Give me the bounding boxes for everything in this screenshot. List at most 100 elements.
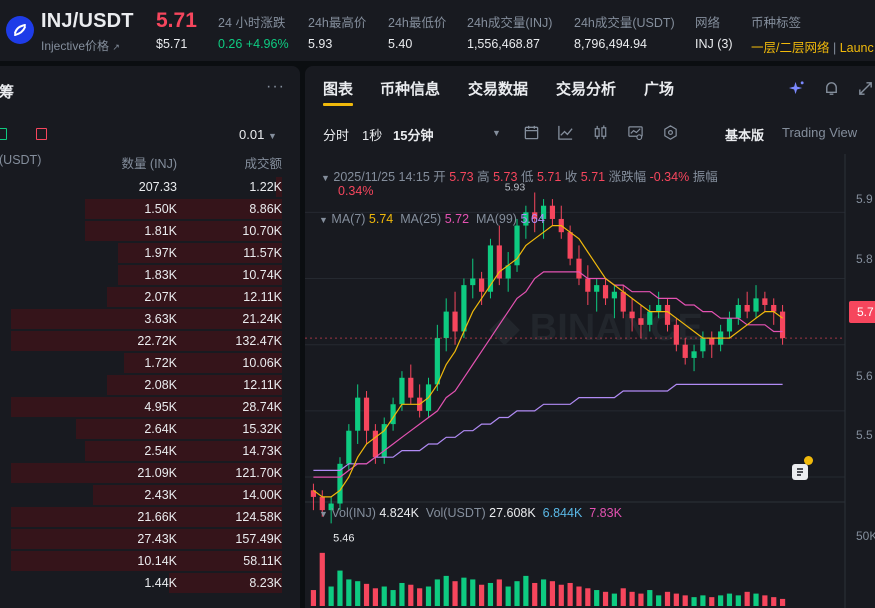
ask-row[interactable]: 1.97K 11.57K [0, 242, 300, 264]
candle-body [691, 351, 697, 358]
ask-row[interactable]: 2.43K 14.00K [0, 484, 300, 506]
ma-caret-icon: ▼ [319, 215, 328, 225]
volume-bar [700, 595, 706, 606]
candlestick-chart[interactable]: ◆ BINANCE 5.93 5.46 [305, 154, 875, 608]
notes-icon[interactable] [792, 464, 808, 480]
more-dots-icon[interactable]: ··· [266, 78, 285, 95]
depth-bar [276, 177, 282, 197]
ask-qty: 2.43K [144, 488, 177, 502]
tag-layer[interactable]: 一层/二层网络 [751, 41, 830, 55]
hexagon-settings-icon[interactable] [662, 124, 679, 141]
ask-row[interactable]: 1.83K 10.74K [0, 264, 300, 286]
y-tick-4: 5.5 [856, 428, 873, 442]
ask-row[interactable]: 10.14K 58.11K [0, 550, 300, 572]
tag-launchpool[interactable]: Launc [839, 41, 874, 55]
volume-bar [629, 591, 635, 606]
volume-bar [762, 595, 768, 606]
ask-row[interactable]: 207.33 1.22K [0, 176, 300, 198]
ma7-value: 5.74 [368, 212, 394, 226]
candle-body [700, 338, 706, 352]
vol-caret-icon: ▼ [319, 509, 328, 519]
ask-row[interactable]: 2.08K 12.11K [0, 374, 300, 396]
view-tradingview[interactable]: Trading View [782, 125, 858, 140]
candle-body [461, 285, 467, 332]
candle-body [532, 212, 538, 219]
stat-change-value: 0.26 +4.96% [218, 37, 289, 51]
volume-bar [682, 595, 688, 606]
stat-network-value[interactable]: INJ (3) [695, 37, 733, 51]
calendar-icon[interactable] [523, 124, 540, 141]
ask-row[interactable]: 21.66K 124.58K [0, 506, 300, 528]
volume-bar [328, 586, 334, 606]
candle-body [337, 463, 343, 504]
volume-bar [735, 595, 741, 606]
volume-bar [638, 593, 644, 606]
candle-body [496, 245, 502, 279]
interval-dropdown-icon[interactable]: ▼ [492, 128, 501, 138]
ask-row[interactable]: 1.50K 8.86K [0, 198, 300, 220]
ask-row[interactable]: 2.64K 15.32K [0, 418, 300, 440]
depth-bar [85, 441, 282, 461]
candle-body [611, 291, 617, 299]
ma7-line [313, 225, 783, 498]
ask-row[interactable]: 4.95K 28.74K [0, 396, 300, 418]
ask-row[interactable]: 1.81K 10.70K [0, 220, 300, 242]
ask-row[interactable]: 2.07K 12.11K [0, 286, 300, 308]
ohlc-change-label: 涨跌幅 [608, 170, 647, 184]
volume-bar [664, 591, 671, 606]
interval-15m[interactable]: 15分钟 [393, 128, 434, 143]
expand-icon[interactable] [857, 80, 874, 97]
ai-sparkle-icon[interactable] [788, 80, 805, 97]
tab-coin-info[interactable]: 币种信息 [380, 81, 441, 98]
candlestick-icon[interactable] [592, 124, 609, 141]
candle-body [355, 397, 361, 431]
ma25-label: MA(25) [400, 212, 442, 226]
ask-qty: 1.83K [144, 268, 177, 282]
candle-body [310, 490, 317, 497]
ask-row[interactable]: 22.72K 132.47K [0, 330, 300, 352]
ask-row[interactable]: 1.72K 10.06K [0, 352, 300, 374]
ask-row[interactable]: 21.09K 121.70K [0, 462, 300, 484]
notification-dot [804, 456, 813, 465]
stat-tags-value[interactable]: 一层/二层网络 | Launc [751, 41, 874, 55]
depth-bar [11, 397, 282, 417]
ohlc-high-label: 高 [477, 170, 490, 184]
tab-chart[interactable]: 图表 [323, 81, 354, 98]
view-basic[interactable]: 基本版 [725, 128, 765, 143]
candle-body [753, 298, 759, 312]
ask-row[interactable]: 27.43K 157.49K [0, 528, 300, 550]
tab-trade-data[interactable]: 交易数据 [468, 81, 529, 98]
ma99-line [313, 383, 783, 471]
coin-info-link[interactable]: Injective价格 ↗ [41, 37, 120, 54]
tab-square[interactable]: 广场 [644, 81, 675, 98]
ask-row[interactable]: 2.54K 14.73K [0, 440, 300, 462]
interval-time[interactable]: 分时 [323, 128, 350, 143]
symbol-title[interactable]: INJ/USDT [41, 10, 134, 32]
candle-body [673, 324, 679, 345]
ask-total: 132.47K [235, 334, 282, 348]
interval-1s[interactable]: 1秒 [362, 128, 383, 143]
indicator-settings-icon[interactable] [627, 124, 644, 141]
bell-icon[interactable] [823, 80, 840, 97]
ma7-label: MA(7) [331, 212, 366, 226]
volume-bar [647, 590, 653, 606]
ohlc-change: -0.34% [649, 170, 690, 184]
volume-bar [532, 582, 538, 606]
book-mode-both-icon[interactable] [0, 128, 7, 140]
ask-row[interactable]: 1.44K 8.23K [0, 572, 300, 594]
candle-body [620, 291, 626, 312]
line-chart-icon[interactable] [557, 124, 574, 141]
vol-ma2-value: 7.83K [589, 506, 622, 520]
volume-bar [425, 586, 432, 606]
ask-row[interactable]: 3.63K 21.24K [0, 308, 300, 330]
volume-bar [310, 590, 317, 606]
stat-low-label: 24h最低价 [388, 16, 447, 30]
ask-qty: 4.95K [144, 400, 177, 414]
tick-size-select[interactable]: 0.01 ▼ [239, 127, 277, 142]
book-mode-asks-icon[interactable] [36, 128, 47, 140]
ohlc-caret-icon: ▼ [321, 173, 330, 183]
ma99-value: 5.64 [520, 212, 545, 226]
candle-body [664, 304, 671, 325]
volume-bar [496, 579, 502, 606]
tab-trade-analysis[interactable]: 交易分析 [556, 81, 617, 98]
